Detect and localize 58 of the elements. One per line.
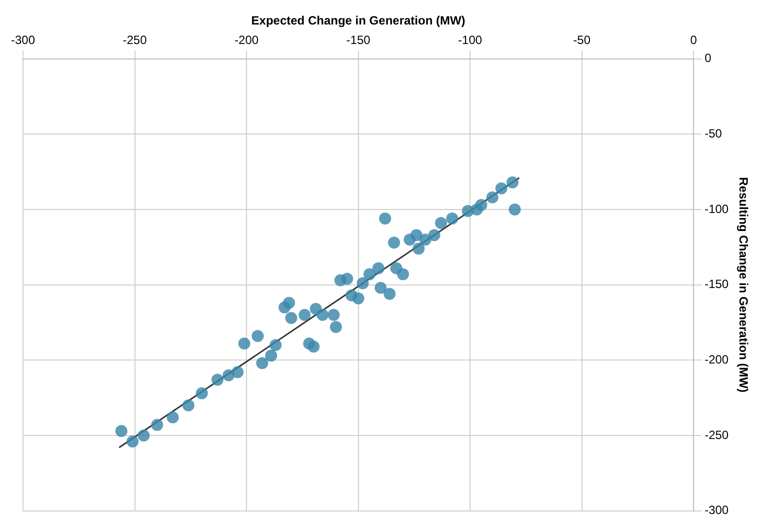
point [397,268,409,280]
point [256,357,268,370]
x-tick-label: -200 [234,32,259,47]
y-tick-label: -250 [704,428,729,442]
point [126,435,139,448]
point [182,399,194,412]
point [298,308,311,321]
point [475,198,488,211]
point [419,234,432,246]
x-tick-label: -300 [10,32,36,47]
point [506,176,519,188]
point [265,350,278,362]
point [151,418,164,431]
y-axis-title: Resulting Change in Generation (MW) [736,177,750,392]
point [166,411,179,424]
point [388,236,400,249]
point [508,203,521,216]
point [352,292,364,304]
point [330,320,342,333]
point [372,262,384,274]
y-tick-label: -50 [704,126,722,140]
point [379,212,392,225]
point [495,182,508,194]
point [363,268,376,280]
point [270,339,282,352]
point [410,229,422,242]
point [308,340,320,353]
point [196,387,208,400]
point [374,282,387,294]
point [486,191,498,204]
point [428,229,440,242]
x-axis-title: Expected Change in Generation (MW) [251,14,466,28]
point [285,312,298,324]
point [435,217,447,230]
point [238,338,250,350]
y-tick-label: -150 [704,277,729,292]
y-tick-label: -300 [704,503,729,518]
point [252,330,264,342]
point [412,242,425,255]
x-tick-label: 0 [690,32,698,47]
x-tick-label: -250 [122,32,148,47]
point [138,429,150,442]
point [316,308,329,321]
point [211,374,224,386]
point [328,308,340,321]
point [341,272,354,285]
point [232,366,244,378]
point [283,296,296,309]
x-tick-label: -100 [458,32,482,47]
point [384,288,396,300]
x-tick-label: -50 [573,32,591,47]
point [446,212,458,225]
x-tick-label: -150 [346,32,371,47]
y-tick-label: -200 [704,352,729,366]
point [115,424,128,437]
point [356,277,369,290]
y-tick-label: -100 [704,202,729,216]
y-tick-label: 0 [704,51,712,66]
